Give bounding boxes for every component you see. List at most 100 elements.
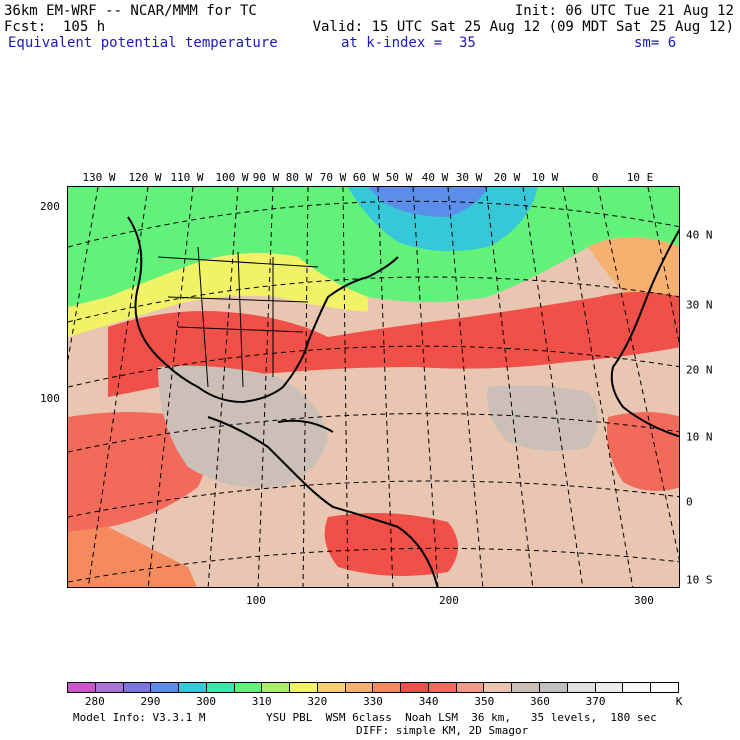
lon-label: 110 W (170, 171, 204, 184)
parallel-equator (68, 480, 679, 518)
map-canvas (68, 187, 679, 587)
color-swatch (317, 683, 346, 692)
color-scale-label: 310 (251, 695, 272, 708)
cool-airmass-band (68, 187, 679, 307)
meridian-120w (87, 187, 149, 587)
color-swatch (540, 683, 568, 692)
meridian-0 (597, 187, 679, 561)
smoothing-info: sm= 6 (634, 35, 677, 51)
color-swatch (123, 683, 152, 692)
lon-label: 90 W (252, 171, 280, 184)
meridian-90w (257, 187, 274, 587)
lon-label: 10 W (531, 171, 559, 184)
diffusion-info: DIFF: simple KM, 2D Smagor (356, 724, 529, 737)
color-swatch (206, 683, 235, 692)
coastlines (127, 216, 679, 587)
color-swatch (567, 683, 596, 692)
lat-label: 30 N (686, 298, 713, 312)
north-america-coast (127, 216, 399, 404)
x-grid-tick: 200 (439, 594, 459, 607)
lat-label: 10 S (686, 573, 713, 587)
lon-label: 80 W (285, 171, 313, 184)
lon-label: 20 W (493, 171, 521, 184)
color-swatch (151, 683, 180, 692)
lon-label: 120 W (128, 171, 162, 184)
meridian-60w (377, 187, 394, 587)
x-grid-tick: 100 (246, 594, 266, 607)
graticule (68, 187, 679, 587)
lon-label: 100 W (215, 171, 249, 184)
color-scale-label: 370 (585, 695, 606, 708)
meridian-30w (485, 187, 534, 587)
color-swatch (95, 683, 124, 692)
init-time: Init: 06 UTC Tue 21 Aug 12 (514, 3, 734, 19)
southern-pacific-band (68, 527, 198, 587)
color-swatch (651, 683, 678, 692)
color-scale-label: 350 (474, 695, 495, 708)
europe-africa-coast (610, 228, 679, 438)
color-swatch (345, 683, 374, 692)
meridian-100w (207, 187, 239, 587)
lat-label: 0 (686, 495, 693, 509)
lon-label: 0 (591, 171, 599, 184)
lon-label: 40 W (421, 171, 449, 184)
parallel-10s (68, 547, 679, 583)
color-swatch (512, 683, 541, 692)
model-info: Model Info: V3.3.1 M (73, 711, 206, 724)
color-swatch (179, 683, 207, 692)
lat-label: 10 N (686, 430, 713, 444)
meridian-110w (147, 187, 194, 587)
color-scale-unit: K (675, 695, 683, 708)
lon-label: 30 W (455, 171, 483, 184)
color-swatch (456, 683, 485, 692)
physics-info: YSU PBL WSM 6class Noah LSM 36 km, 35 le… (266, 711, 657, 724)
color-scale-label: 320 (307, 695, 328, 708)
cuba-outline (277, 419, 334, 433)
color-swatch (595, 683, 624, 692)
lon-label: 130 W (82, 171, 116, 184)
lat-label: 20 N (686, 363, 713, 377)
meridian-50w (412, 187, 439, 587)
parallel-30n (68, 276, 679, 323)
color-swatch (484, 683, 513, 692)
color-swatch (623, 683, 652, 692)
meridian-20w (522, 187, 584, 587)
west-africa-warm (607, 412, 679, 491)
coldest-pool (368, 187, 488, 217)
parallel-40n (68, 200, 679, 248)
model-title: 36km EM-WRF -- NCAR/MMM for TC (4, 3, 257, 19)
valid-time: Valid: 15 UTC Sat 25 Aug 12 (09 MDT Sat … (312, 19, 734, 35)
y-grid-tick: 100 (40, 392, 60, 405)
meridian-40w (447, 187, 484, 587)
color-scale-bar (67, 682, 679, 693)
lon-label: 50 W (385, 171, 413, 184)
color-scale-label: 340 (418, 695, 439, 708)
lon-label: 70 W (319, 171, 347, 184)
parallel-20n (68, 345, 679, 388)
lon-label: 60 W (352, 171, 380, 184)
color-scale-label: 300 (196, 695, 217, 708)
meridian-80w (302, 187, 309, 587)
europe-warm-band (588, 237, 679, 302)
south-america-warm (324, 513, 458, 576)
lon-label: 10 E (626, 171, 654, 184)
state-borders (157, 246, 319, 388)
lat-label: 40 N (686, 228, 713, 242)
color-swatch (373, 683, 402, 692)
parallel-10n (68, 413, 679, 453)
color-scale-label: 330 (363, 695, 383, 708)
central-south-america-coast (207, 416, 439, 587)
color-scale-label: 360 (529, 695, 550, 708)
color-swatch (234, 683, 263, 692)
weather-map (67, 186, 680, 588)
forecast-hour: Fcst: 105 h (4, 19, 106, 35)
y-grid-tick: 200 (40, 200, 60, 213)
color-scale-label: 290 (140, 695, 161, 708)
field-name: Equivalent potential temperature (8, 35, 278, 51)
meridian-70w (342, 187, 349, 587)
level-info: at k-index = 35 (341, 35, 476, 51)
dry-air-central-atlantic (487, 385, 598, 451)
mid-latitude-band (68, 253, 368, 337)
high-theta-e-band (108, 292, 679, 397)
color-swatch (262, 683, 291, 692)
